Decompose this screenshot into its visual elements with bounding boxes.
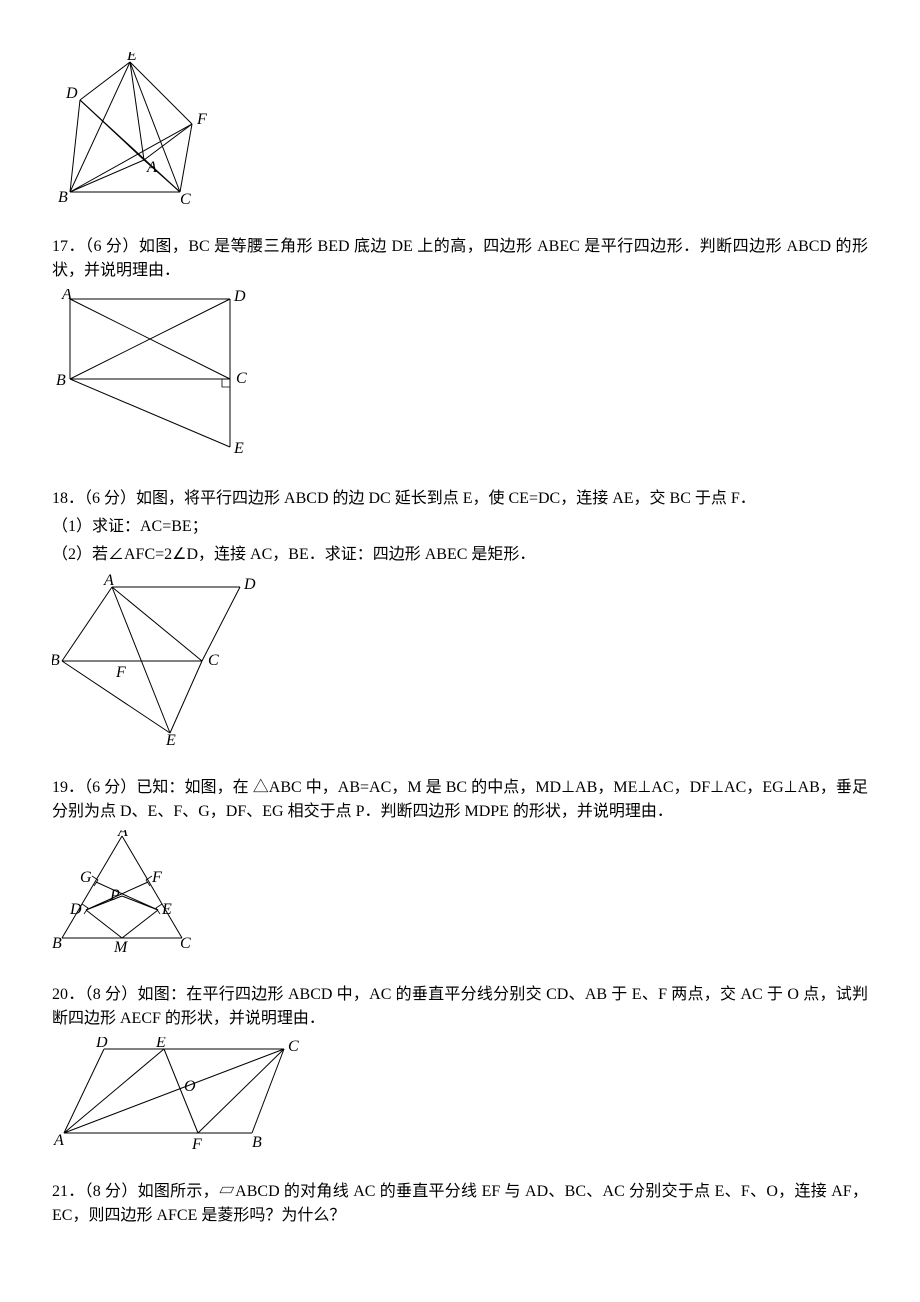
label-B: B — [56, 372, 66, 389]
figure-17: A D B C E — [52, 289, 868, 459]
problem-21-text: 21．（8 分）如图所示，▱ABCD 的对角线 AC 的垂直平分线 EF 与 A… — [52, 1180, 868, 1228]
label-M: M — [113, 939, 129, 955]
problem-18: 18．（6 分）如图，将平行四边形 ABCD 的边 DC 延长到点 E，使 CE… — [52, 487, 868, 748]
p20-body: 如图：在平行四边形 ABCD 中，AC 的垂直平分线分别交 CD、AB 于 E、… — [52, 986, 868, 1027]
label-B: B — [52, 652, 60, 669]
label-E: E — [233, 440, 244, 457]
p20-pts: 8 分 — [93, 986, 122, 1003]
page: E D F A B C 17．（6 分）如图，BC 是等腰三角形 BED 底边 … — [0, 0, 920, 1296]
label-F: F — [196, 111, 207, 128]
label-A: A — [61, 289, 72, 303]
problem-18-sub1: （1）求证：AC=BE； — [52, 515, 868, 539]
label-D: D — [95, 1037, 108, 1051]
label-F: F — [115, 664, 126, 681]
p17-body: 如图，BC 是等腰三角形 BED 底边 DE 上的高，四边形 ABEC 是平行四… — [52, 238, 868, 279]
label-A: A — [103, 573, 114, 589]
label-D: D — [69, 901, 82, 918]
label-E: E — [126, 52, 137, 64]
problem-19-text: 19．（6 分）已知：如图，在 △ABC 中，AB=AC，M 是 BC 的中点，… — [52, 776, 868, 824]
figure-16: E D F A B C — [52, 52, 868, 207]
label-D: D — [243, 576, 256, 593]
label-C: C — [288, 1038, 299, 1055]
label-C: C — [180, 191, 191, 207]
p19-body: 已知：如图，在 △ABC 中，AB=AC，M 是 BC 的中点，MD⊥AB，ME… — [52, 779, 868, 820]
label-O: O — [184, 1078, 196, 1095]
p18-num: 18 — [52, 490, 68, 507]
p20-num: 20 — [52, 986, 68, 1003]
p19-pts: 6 分 — [92, 779, 120, 796]
label-E: E — [161, 901, 172, 918]
figure-16-svg: E D F A B C — [52, 52, 222, 207]
p21-pts: 8 分 — [93, 1183, 122, 1200]
p19-num: 19 — [52, 779, 68, 796]
label-F: F — [191, 1136, 202, 1152]
label-C: C — [180, 935, 191, 952]
label-B: B — [52, 935, 62, 952]
problem-19: 19．（6 分）已知：如图，在 △ABC 中，AB=AC，M 是 BC 的中点，… — [52, 776, 868, 955]
problem-20: 20．（8 分）如图：在平行四边形 ABCD 中，AC 的垂直平分线分别交 CD… — [52, 983, 868, 1152]
label-A: A — [146, 159, 157, 176]
p21-body: 如图所示，▱ABCD 的对角线 AC 的垂直平分线 EF 与 AD、BC、AC … — [52, 1183, 868, 1224]
figure-19: A B C M D E G F P — [52, 830, 868, 955]
label-A: A — [117, 830, 128, 840]
label-B: B — [58, 189, 68, 206]
figure-20: D E C A F B O — [52, 1037, 868, 1152]
label-F: F — [151, 869, 162, 886]
label-G: G — [80, 869, 92, 886]
problem-17-text: 17．（6 分）如图，BC 是等腰三角形 BED 底边 DE 上的高，四边形 A… — [52, 235, 868, 283]
label-E: E — [155, 1037, 166, 1051]
figure-19-svg: A B C M D E G F P — [52, 830, 202, 955]
label-A: A — [53, 1132, 64, 1149]
problem-21: 21．（8 分）如图所示，▱ABCD 的对角线 AC 的垂直平分线 EF 与 A… — [52, 1180, 868, 1228]
figure-17-svg: A D B C E — [52, 289, 252, 459]
p21-num: 21 — [52, 1183, 68, 1200]
problem-16-figure-block: E D F A B C — [52, 52, 868, 207]
problem-17: 17．（6 分）如图，BC 是等腰三角形 BED 底边 DE 上的高，四边形 A… — [52, 235, 868, 459]
p18-pts: 6 分 — [92, 490, 120, 507]
p17-pts: 6 分 — [93, 238, 122, 255]
p17-num: 17 — [52, 238, 68, 255]
p18-body: 如图，将平行四边形 ABCD 的边 DC 延长到点 E，使 CE=DC，连接 A… — [136, 490, 756, 507]
label-P: P — [109, 887, 120, 904]
label-D: D — [233, 289, 246, 305]
figure-20-svg: D E C A F B O — [52, 1037, 307, 1152]
label-C: C — [236, 370, 247, 387]
problem-20-text: 20．（8 分）如图：在平行四边形 ABCD 中，AC 的垂直平分线分别交 CD… — [52, 983, 868, 1031]
problem-18-sub2: （2）若∠AFC=2∠D，连接 AC，BE．求证：四边形 ABEC 是矩形． — [52, 543, 868, 567]
label-E: E — [165, 732, 176, 748]
problem-18-text: 18．（6 分）如图，将平行四边形 ABCD 的边 DC 延长到点 E，使 CE… — [52, 487, 868, 511]
label-B: B — [252, 1134, 262, 1151]
figure-18: A D B C F E — [52, 573, 868, 748]
figure-18-svg: A D B C F E — [52, 573, 262, 748]
label-D: D — [65, 85, 78, 102]
label-C: C — [208, 652, 219, 669]
